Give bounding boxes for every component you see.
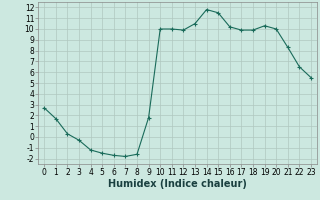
- X-axis label: Humidex (Indice chaleur): Humidex (Indice chaleur): [108, 179, 247, 189]
